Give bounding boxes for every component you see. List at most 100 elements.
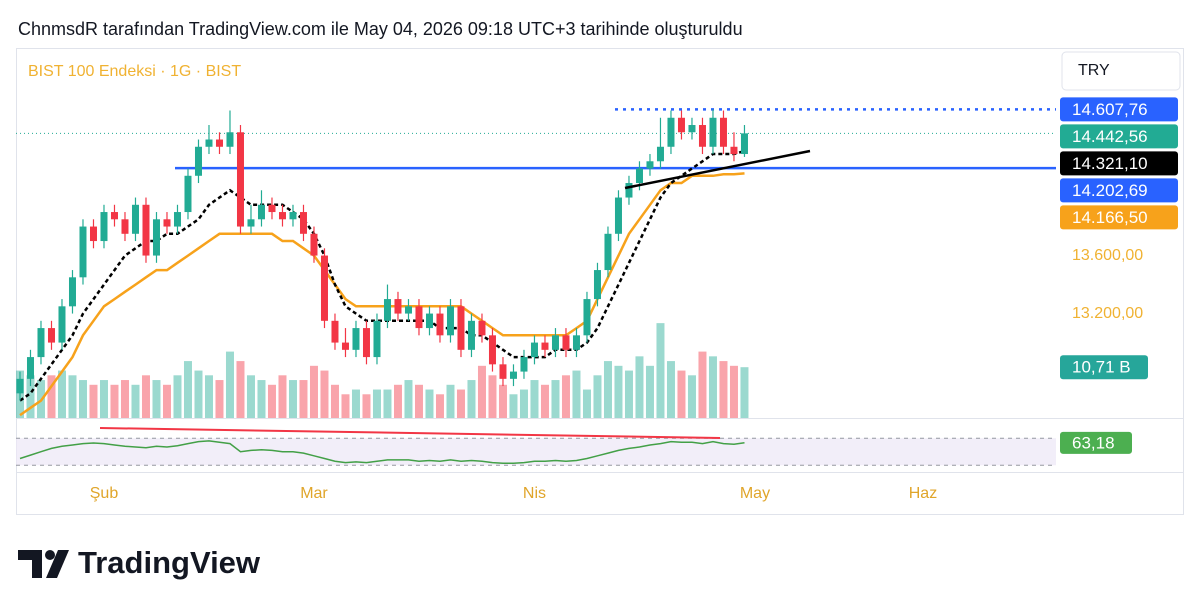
candle-body [89, 226, 97, 242]
candle-body [625, 183, 633, 198]
candle-body [163, 219, 171, 227]
x-tick-label: Nis [523, 485, 546, 502]
volume-bar [666, 361, 675, 418]
volume-bar [740, 367, 749, 418]
x-tick-label: Mar [300, 485, 328, 502]
volume-bar [603, 361, 612, 418]
volume-bar [299, 380, 308, 418]
candle-body [131, 204, 139, 234]
price-label-box [1060, 178, 1178, 203]
candle-body [257, 204, 265, 220]
volume-bar [278, 375, 287, 418]
volume-bar [110, 384, 119, 418]
x-tick-label: Şub [90, 485, 119, 502]
volume-bar [687, 375, 696, 418]
candle-body [121, 219, 129, 234]
rsi-label: 63,18 [1072, 433, 1115, 452]
volume-bar [341, 394, 350, 418]
volume-bar [698, 351, 707, 418]
currency-box [1061, 51, 1181, 91]
candle-body [404, 306, 412, 314]
volume-bar [435, 394, 444, 418]
volume-bar [593, 375, 602, 418]
volume-bar [614, 365, 623, 418]
volume-bar [383, 389, 392, 418]
candle-body [320, 255, 328, 321]
y-tick-label: 13.600,00 [1072, 247, 1143, 264]
candle-body [173, 212, 181, 227]
candle-body [341, 342, 349, 350]
volume-bar [372, 389, 381, 418]
header-title: ChnmsdR tarafından TradingView.com ile M… [18, 19, 743, 39]
rsi-line [19, 440, 745, 464]
candle-body [677, 117, 685, 133]
volume-bar [425, 389, 434, 418]
volume-bar [414, 384, 423, 418]
candle-body [604, 233, 612, 271]
candle-body [614, 197, 622, 234]
x-tick-label: Haz [909, 485, 937, 502]
candle-body [499, 364, 507, 379]
volume-bar [719, 361, 728, 418]
candle-body [520, 357, 528, 372]
rsi-label-box [1060, 431, 1132, 454]
volume-bar [551, 380, 560, 418]
symbol-legend: BIST 100 Endeksi · 1G · BIST [28, 63, 241, 80]
volume-bar [173, 375, 182, 418]
volume-bar [519, 389, 528, 418]
candle-body [362, 328, 370, 358]
candle-body [289, 212, 297, 220]
candle-body [541, 342, 549, 350]
candle-body [730, 146, 738, 155]
logo: TradingView [18, 545, 261, 580]
y-tick-label: 13.200,00 [1072, 305, 1143, 322]
candle-body [247, 219, 255, 227]
volume-bar [68, 375, 77, 418]
volume-bar [225, 351, 234, 418]
volume-bar [509, 394, 518, 418]
volume-bar [141, 375, 150, 418]
volume-bar [572, 370, 581, 418]
volume-bar [656, 323, 665, 418]
candle-body [467, 320, 475, 350]
price-label: 14.202,69 [1072, 181, 1148, 200]
volume-bar [362, 394, 371, 418]
volume-bar [183, 361, 192, 418]
volume-bar [677, 370, 686, 418]
volume-bar [467, 380, 476, 418]
candle-body [583, 299, 591, 336]
volume-bar [246, 375, 255, 418]
candle-body [68, 277, 76, 307]
candle-body [709, 117, 717, 147]
candle-body [436, 313, 444, 336]
candle-body [142, 204, 150, 256]
volume-bar [131, 384, 140, 418]
logo-text: TradingView [78, 545, 261, 580]
rsi-trendline [99, 427, 721, 439]
candle-body [478, 320, 486, 336]
candle-body [26, 357, 34, 379]
volume-bar [215, 380, 224, 418]
price-label-box [1060, 205, 1178, 230]
volume-bar [236, 361, 245, 418]
price-label-box [1060, 151, 1178, 176]
price-label: 14.166,50 [1072, 208, 1148, 227]
candle-body [373, 320, 381, 358]
volume-bar [708, 356, 717, 418]
volume-bar [309, 365, 318, 418]
volume-bar [204, 375, 213, 418]
candle-body [425, 313, 433, 329]
volume-bar [624, 370, 633, 418]
candle-body [688, 125, 696, 133]
candle-body [79, 226, 87, 278]
candle-body [331, 320, 339, 343]
candle-body [562, 335, 570, 350]
volume-bar [540, 384, 549, 418]
price-label-box [1060, 97, 1178, 122]
volume-bar [635, 356, 644, 418]
candle-body [383, 299, 391, 321]
logo-icon [45, 550, 55, 560]
price-label: 14.607,76 [1072, 100, 1148, 119]
candle-body [100, 212, 108, 242]
volume-bar [99, 380, 108, 418]
